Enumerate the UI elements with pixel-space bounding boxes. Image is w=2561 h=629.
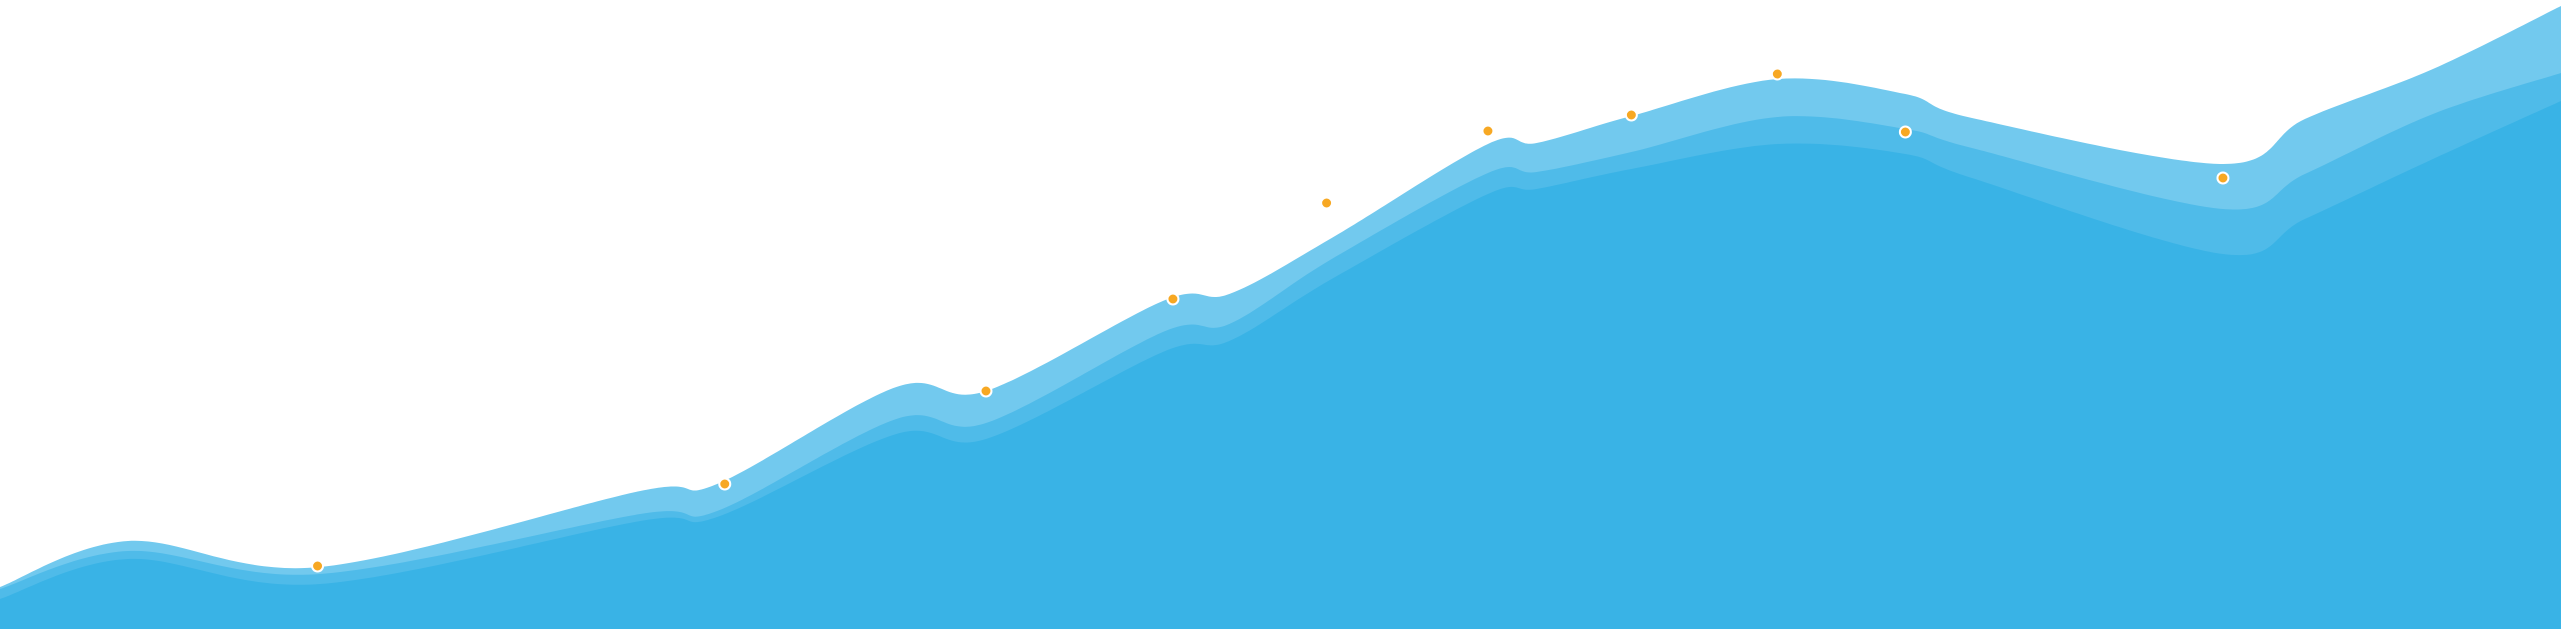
data-point-marker-4[interactable] — [1166, 292, 1180, 306]
area-series-3 — [0, 101, 2561, 629]
data-point-marker-1[interactable] — [311, 559, 325, 573]
data-point-marker-10[interactable] — [2216, 171, 2230, 185]
data-point-marker-8[interactable] — [1770, 67, 1784, 81]
data-point-markers — [311, 67, 2230, 573]
data-point-marker-9[interactable] — [1898, 125, 1912, 139]
area-series-group — [0, 6, 2561, 629]
data-point-marker-2[interactable] — [718, 477, 732, 491]
data-point-marker-7[interactable] — [1624, 108, 1638, 122]
data-point-marker-3[interactable] — [979, 384, 993, 398]
data-point-marker-6[interactable] — [1481, 124, 1495, 138]
data-point-marker-5[interactable] — [1320, 196, 1334, 210]
